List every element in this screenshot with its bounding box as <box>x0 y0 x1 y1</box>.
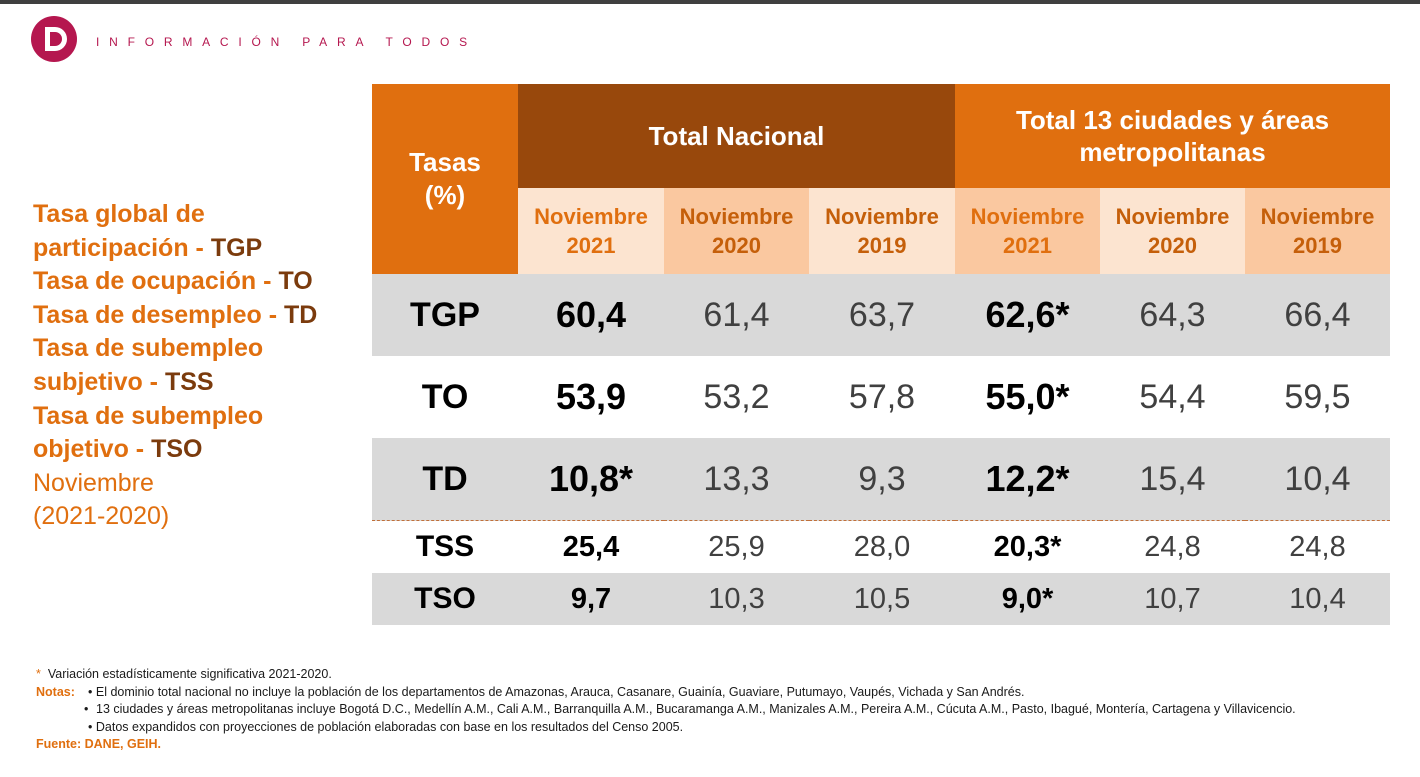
table-cell: 57,8 <box>809 356 955 438</box>
table-cell: 66,4 <box>1245 274 1390 356</box>
table-cell: 54,4 <box>1100 356 1245 438</box>
table-cell: 13,3 <box>664 438 809 521</box>
table-cell: 15,4 <box>1100 438 1245 521</box>
legend-line: objetivo - TSO <box>33 435 203 464</box>
legend-line: Tasa de desempleo - TD <box>33 300 318 329</box>
table-cell: 9,7 <box>518 573 664 625</box>
tasas-header: Tasas (%) <box>372 84 518 274</box>
row-label: TGP <box>372 274 518 356</box>
legend-line: subjetivo - TSS <box>33 367 214 396</box>
subheader-nov-2020-metro: Noviembre 2020 <box>1100 188 1245 274</box>
table-cell: 20,3* <box>955 520 1100 573</box>
note-item: • 13 ciudades y áreas metropolitanas incl… <box>84 702 1296 716</box>
table-cell: 62,6* <box>955 274 1100 356</box>
period-label: Noviembre <box>33 468 154 497</box>
period-range: (2021-2020) <box>33 502 170 531</box>
table-row: TD 10,8* 13,3 9,3 12,2* 15,4 10,4 <box>372 438 1390 521</box>
tagline: INFORMACIÓN PARA TODOS <box>96 35 477 49</box>
table-cell: 10,3 <box>664 573 809 625</box>
table-cell: 10,5 <box>809 573 955 625</box>
table-cell: 25,9 <box>664 520 809 573</box>
group-header-metropolitanas: Total 13 ciudades y áreas metropolitanas <box>955 84 1390 188</box>
dane-logo-icon <box>31 16 77 62</box>
row-label: TSS <box>372 520 518 573</box>
source-note: Fuente: DANE, GEIH. <box>36 737 162 751</box>
table-cell: 10,4 <box>1245 438 1390 521</box>
table-cell: 53,9 <box>518 356 664 438</box>
table-cell: 59,5 <box>1245 356 1390 438</box>
subheader-nov-2020-nacional: Noviembre 2020 <box>664 188 809 274</box>
table-row: TO 53,9 53,2 57,8 55,0* 54,4 59,5 <box>372 356 1390 438</box>
table-cell: 10,4 <box>1245 573 1390 625</box>
table-cell: 12,2* <box>955 438 1100 521</box>
legend-line: participación - TGP <box>33 233 263 262</box>
indicator-legend: Tasa global de participación - TGP Tasa … <box>33 198 368 534</box>
significance-note: * Variación estadísticamente significati… <box>36 667 332 681</box>
table-cell: 28,0 <box>809 520 955 573</box>
legend-line: Tasa de ocupación - TO <box>33 267 313 296</box>
table-cell: 10,7 <box>1100 573 1245 625</box>
table-row: TGP 60,4 61,4 63,7 62,6* 64,3 66,4 <box>372 274 1390 356</box>
note-item: • Datos expandidos con proyecciones de p… <box>88 719 684 734</box>
table-cell: 55,0* <box>955 356 1100 438</box>
table-cell: 24,8 <box>1245 520 1390 573</box>
row-label: TD <box>372 438 518 521</box>
top-border <box>0 0 1420 4</box>
table-cell: 53,2 <box>664 356 809 438</box>
table-cell: 63,7 <box>809 274 955 356</box>
table-cell: 25,4 <box>518 520 664 573</box>
table-cell: 24,8 <box>1100 520 1245 573</box>
table-row: TSS 25,4 25,9 28,0 20,3* 24,8 24,8 <box>372 520 1390 573</box>
table-cell: 60,4 <box>518 274 664 356</box>
table-cell: 61,4 <box>664 274 809 356</box>
subheader-nov-2019-metro: Noviembre 2019 <box>1245 188 1390 274</box>
group-header-nacional: Total Nacional <box>518 84 955 188</box>
table-cell: 10,8* <box>518 438 664 521</box>
row-label: TSO <box>372 573 518 625</box>
table-cell: 9,0* <box>955 573 1100 625</box>
subheader-nov-2019-nacional: Noviembre 2019 <box>809 188 955 274</box>
labor-rates-table: Tasas (%) Total Nacional Total 13 ciudad… <box>372 84 1390 625</box>
note-item: Notas: • El dominio total nacional no inc… <box>36 684 1025 699</box>
table-cell: 64,3 <box>1100 274 1245 356</box>
legend-line: Tasa de subempleo <box>33 401 264 430</box>
legend-line: Tasa global de <box>33 200 205 228</box>
subheader-nov-2021-nacional: Noviembre 2021 <box>518 188 664 274</box>
legend-line: Tasa de subempleo <box>33 334 264 363</box>
subheader-nov-2021-metro: Noviembre 2021 <box>955 188 1100 274</box>
footnotes: * Variación estadísticamente significati… <box>36 666 1396 754</box>
table-row: TSO 9,7 10,3 10,5 9,0* 10,7 10,4 <box>372 573 1390 625</box>
row-label: TO <box>372 356 518 438</box>
table-cell: 9,3 <box>809 438 955 521</box>
